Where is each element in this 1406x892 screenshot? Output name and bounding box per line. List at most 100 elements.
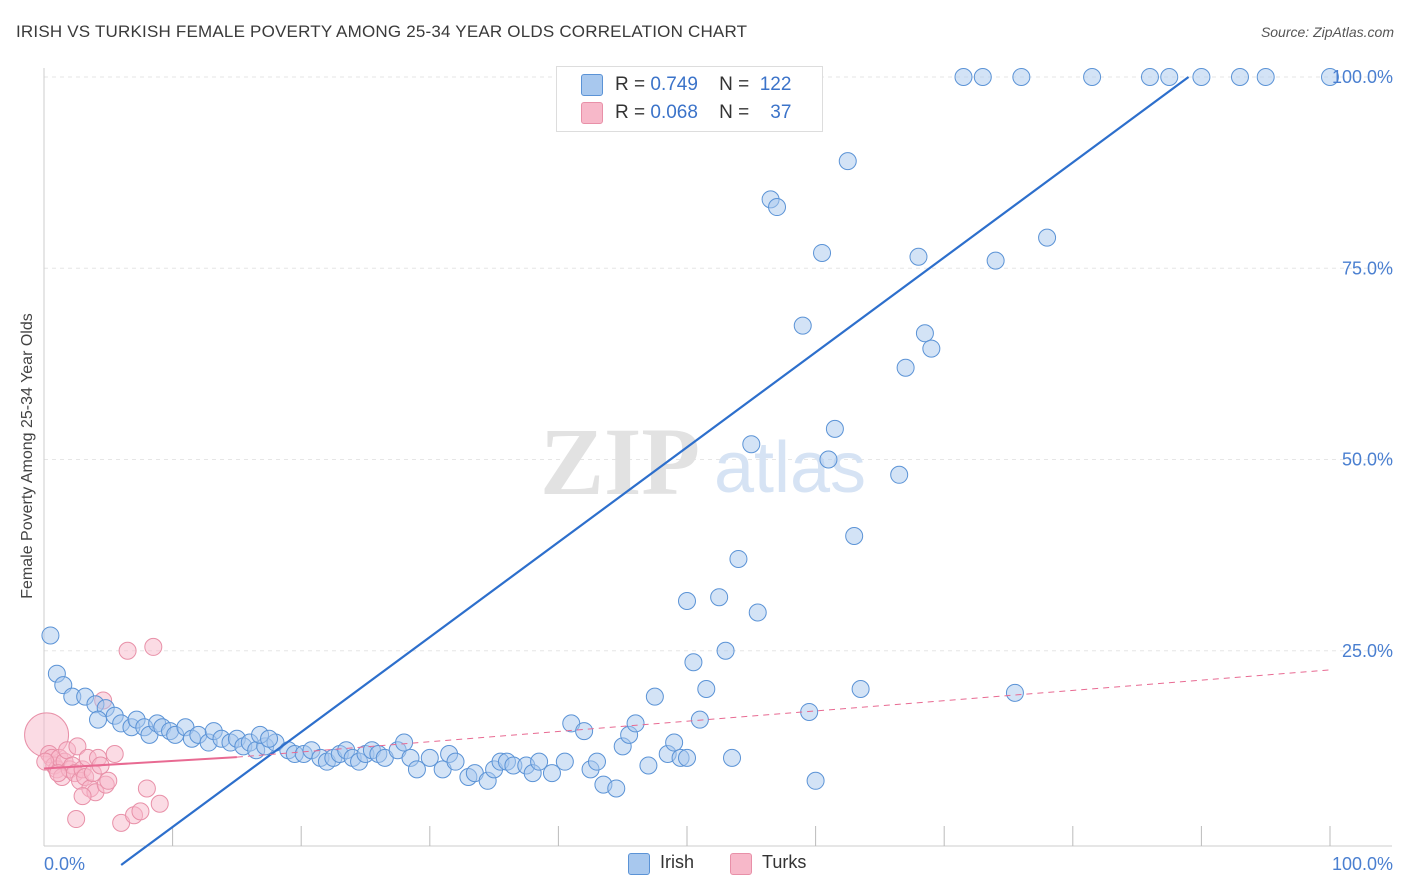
irish-point — [1140, 68, 1159, 86]
irish-point — [690, 710, 709, 729]
irish-point — [1160, 68, 1179, 86]
bottom-legend-label-turks: Turks — [762, 852, 807, 872]
legend-r-value: 0.749 — [650, 74, 698, 95]
irish-point — [260, 729, 279, 748]
y-tick-label: 100.0% — [1332, 67, 1393, 87]
irish-point — [607, 779, 626, 798]
turks-point — [131, 802, 150, 821]
legend-n-label: N = — [719, 74, 750, 95]
irish-point — [825, 419, 844, 438]
bottom-legend-label-irish: Irish — [660, 852, 695, 872]
legend-r-label: R = — [615, 74, 646, 95]
irish-point — [806, 771, 825, 790]
irish-point — [710, 588, 729, 607]
x-tick-label: 0.0% — [44, 854, 85, 874]
irish-point — [896, 358, 915, 377]
legend-r-value: 0.068 — [650, 102, 698, 123]
irish-point — [1230, 68, 1249, 86]
irish-point — [530, 752, 549, 771]
trend-lines — [43, 76, 1331, 866]
irish-point — [1321, 68, 1339, 86]
irish-point — [678, 748, 696, 767]
irish-point — [922, 339, 941, 358]
irish-point — [1083, 68, 1102, 86]
source-credit: Source: ZipAtlas.com — [1260, 24, 1394, 40]
irish-trend-line — [120, 76, 1190, 866]
turks-trend-line — [43, 756, 237, 770]
x-tick-label: 100.0% — [1332, 854, 1393, 874]
irish-point — [407, 760, 426, 779]
irish-point — [645, 687, 664, 706]
y-tick-label: 75.0% — [1342, 258, 1393, 278]
irish-point — [395, 733, 414, 752]
irish-point — [716, 641, 735, 660]
irish-point — [1012, 68, 1031, 86]
turks-point — [73, 787, 92, 806]
irish-point — [986, 251, 1005, 270]
irish-point — [1038, 228, 1057, 247]
legend-swatch-irish — [581, 74, 603, 96]
chart-title: IRISH VS TURKISH FEMALE POVERTY AMONG 25… — [16, 22, 748, 41]
watermark-zip: ZIP — [540, 408, 700, 515]
y-tick-label: 25.0% — [1342, 641, 1393, 661]
irish-point — [768, 198, 787, 217]
legend-n-value: 37 — [770, 102, 792, 123]
irish-points — [41, 68, 1339, 798]
watermark-atlas: atlas — [714, 428, 866, 508]
y-tick-label: 50.0% — [1342, 450, 1393, 470]
irish-point — [639, 756, 658, 775]
irish-point — [89, 710, 108, 729]
grid-lines — [44, 76, 1392, 652]
irish-point — [684, 653, 703, 672]
irish-point — [890, 465, 909, 484]
irish-point — [748, 603, 767, 622]
irish-point — [915, 324, 934, 343]
legend-swatch-turks — [581, 102, 603, 124]
irish-point — [729, 549, 748, 568]
legend-text-turks: R = 0.068 N = 37 — [615, 102, 791, 124]
turks-point — [99, 771, 118, 790]
stats-legend: R = 0.749 N = 122 R = 0.068 N = 37 — [556, 66, 823, 132]
irish-point — [420, 748, 439, 767]
irish-point — [626, 714, 645, 733]
tick-labels: 25.0% 50.0% 75.0% 100.0% 0.0% 100.0% — [44, 67, 1393, 874]
legend-text-irish: R = 0.749 N = 122 — [615, 74, 791, 96]
irish-point — [800, 702, 819, 721]
irish-point — [845, 527, 864, 545]
irish-point — [742, 435, 761, 454]
irish-point — [1192, 68, 1211, 86]
irish-point — [793, 316, 812, 335]
irish-point — [446, 752, 465, 771]
turks-point — [67, 810, 86, 829]
irish-point — [542, 764, 561, 783]
irish-point — [813, 243, 832, 262]
irish-point — [575, 722, 594, 741]
irish-point — [851, 680, 870, 698]
turks-trend-extension — [236, 669, 1331, 758]
irish-point — [555, 752, 574, 771]
turks-point — [36, 752, 55, 771]
irish-point — [1005, 683, 1024, 702]
irish-point — [954, 68, 973, 86]
watermark: ZIP atlas — [540, 408, 866, 515]
turks-point — [144, 637, 163, 656]
irish-point — [909, 247, 928, 266]
turks-point — [150, 794, 169, 813]
irish-point — [1256, 68, 1275, 86]
axes — [43, 68, 1392, 847]
turks-point — [105, 745, 124, 764]
irish-point — [819, 450, 838, 469]
irish-point — [697, 680, 716, 698]
irish-point — [838, 152, 857, 171]
legend-r-label: R = — [615, 102, 646, 123]
bottom-legend-swatch-turks — [730, 853, 752, 875]
irish-point — [723, 748, 742, 767]
bottom-legend-swatch-irish — [628, 853, 650, 875]
irish-point — [665, 733, 684, 752]
turks-point — [137, 779, 156, 798]
irish-point — [41, 626, 60, 645]
irish-point — [973, 68, 992, 86]
turks-point — [118, 641, 137, 660]
irish-point — [678, 592, 696, 611]
